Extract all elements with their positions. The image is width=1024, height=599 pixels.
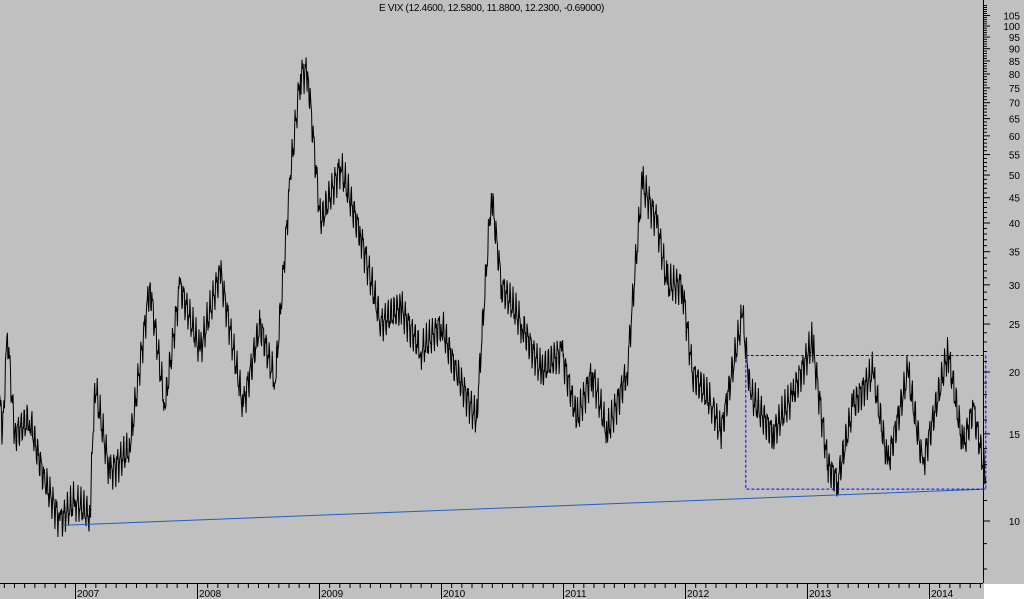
series-line [0, 57, 987, 538]
x-tick-label: 2012 [687, 589, 710, 599]
x-tick-label: 2009 [321, 589, 344, 599]
y-tick-label: 55 [1009, 151, 1021, 162]
x-tick-label: 2008 [199, 589, 222, 599]
y-tick-label: 65 [1009, 115, 1021, 126]
y-tick-label: 20 [1009, 368, 1021, 379]
y-tick-label: 105 [1003, 12, 1020, 23]
chart-title: E VIX (12.4600, 12.5800, 11.8800, 12.230… [379, 3, 604, 14]
range-box [745, 354, 987, 490]
x-tick-label: 2013 [809, 589, 832, 599]
y-tick-label: 10 [1009, 517, 1021, 528]
y-tick-label: 85 [1009, 57, 1021, 68]
trendline [60, 488, 986, 526]
y-tick-label: 35 [1009, 248, 1021, 259]
y-tick-label: 95 [1009, 33, 1021, 44]
y-tick-label: 75 [1009, 84, 1021, 95]
axis-corner [984, 584, 1024, 599]
y-tick-label: 70 [1009, 99, 1021, 110]
y-tick-label: 25 [1009, 320, 1021, 331]
y-tick-label: 60 [1009, 132, 1021, 143]
y-tick-label: 100 [1003, 22, 1020, 33]
y-tick-label: 15 [1009, 430, 1021, 441]
x-tick-label: 2007 [77, 589, 100, 599]
x-tick-label: 2010 [443, 589, 466, 599]
y-tick-label: 80 [1009, 70, 1021, 81]
y-tick-label: 45 [1009, 194, 1021, 205]
y-tick-label: 90 [1009, 45, 1021, 56]
y-tick-label: 50 [1009, 171, 1021, 182]
x-tick-label: 2011 [565, 589, 587, 599]
y-tick-label: 30 [1009, 281, 1021, 292]
x-tick-label: 2014 [931, 589, 954, 599]
y-tick-label: 40 [1009, 219, 1021, 230]
